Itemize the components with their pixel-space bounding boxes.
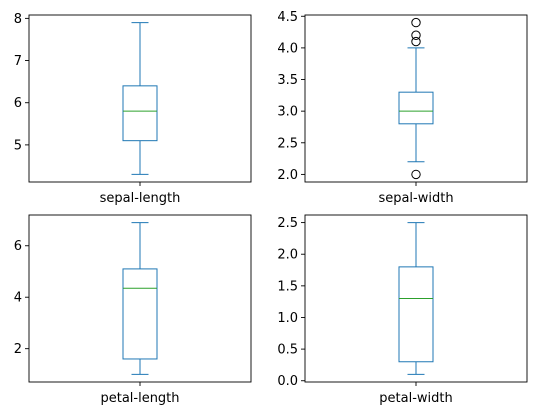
y-tick-label: 2.0 (277, 248, 298, 263)
subplot-sepal-width: 2.0 2.5 3.0 3.5 4.0 4.5 sepal-width (277, 10, 528, 206)
x-tick-label: petal-length (100, 391, 179, 406)
outlier-point (411, 17, 421, 28)
x-tick-label: petal-width (379, 391, 452, 406)
y-tick-label: 6 (14, 96, 22, 111)
y-tick-label: 3.0 (277, 105, 298, 120)
y-tick-label: 0.0 (277, 374, 298, 389)
y-tick-label: 3.5 (277, 73, 298, 88)
outlier-point (411, 30, 421, 40)
y-tick-label: 5 (14, 138, 22, 153)
y-tick-label: 2.5 (277, 136, 298, 151)
y-tick-label: 8 (14, 12, 22, 27)
y-tick-label: 2.0 (277, 168, 298, 183)
y-tick-label: 4.5 (277, 10, 298, 25)
outlier-point (411, 169, 421, 180)
iqr-box (122, 268, 158, 360)
y-tick-label: 1.5 (277, 279, 298, 294)
y-tick-label: 4.0 (277, 41, 298, 56)
y-tick-label: 2 (14, 342, 22, 357)
y-tick-label: 2.5 (277, 216, 298, 231)
y-tick-label: 6 (14, 239, 22, 254)
y-tick-label: 4 (14, 291, 22, 306)
y-tick-label: 0.5 (277, 343, 298, 358)
iqr-box (398, 266, 434, 363)
subplot-sepal-length: 5 6 7 8 sepal-length (14, 12, 252, 206)
iqr-box (122, 85, 158, 142)
x-tick-label: sepal-width (378, 191, 453, 206)
y-tick-label: 7 (14, 54, 22, 69)
subplot-petal-length: 2 4 6 petal-length (14, 214, 252, 406)
y-tick-label: 1.0 (277, 311, 298, 326)
subplot-petal-width: 0.0 0.5 1.0 1.5 2.0 2.5 petal-width (277, 214, 528, 406)
outlier-point (411, 36, 421, 47)
x-tick-label: sepal-length (100, 191, 181, 206)
iqr-box (398, 91, 434, 125)
